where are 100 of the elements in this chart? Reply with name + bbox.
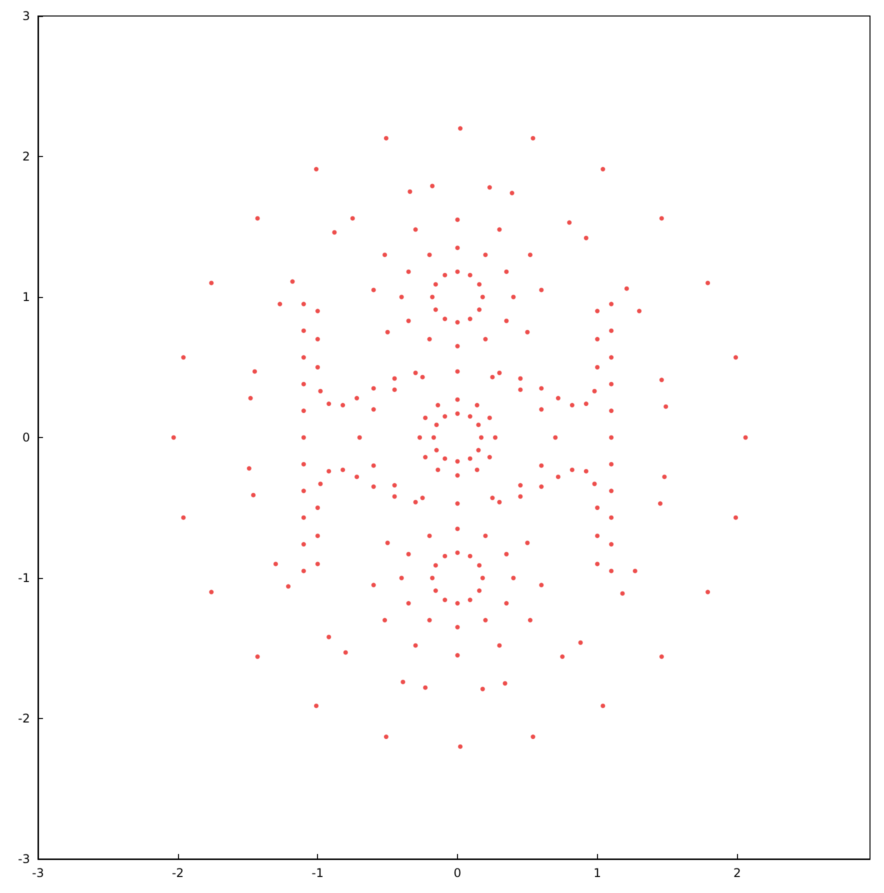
y-tick-label: -1 — [18, 571, 30, 585]
point — [609, 355, 614, 360]
point — [600, 704, 606, 708]
point — [474, 402, 480, 408]
point — [255, 216, 260, 221]
point — [420, 496, 425, 500]
point — [434, 422, 439, 428]
point — [518, 483, 523, 488]
point — [734, 515, 738, 520]
y-tick-label: -2 — [18, 712, 30, 726]
point — [209, 280, 214, 286]
point — [400, 680, 406, 684]
point — [385, 330, 390, 334]
point — [528, 252, 532, 258]
point — [570, 402, 574, 408]
point — [518, 376, 523, 381]
point — [584, 236, 588, 240]
point — [455, 246, 460, 250]
point — [371, 288, 376, 292]
point — [427, 336, 432, 342]
point — [518, 494, 523, 499]
point — [413, 227, 418, 232]
point — [455, 217, 460, 222]
point — [455, 269, 460, 274]
point — [664, 404, 668, 409]
point — [609, 408, 614, 414]
point — [430, 576, 435, 580]
point — [318, 388, 323, 394]
point — [354, 396, 360, 400]
point — [510, 190, 514, 196]
point — [385, 540, 390, 546]
point — [406, 318, 411, 324]
point — [592, 482, 597, 486]
point — [479, 435, 484, 440]
point — [406, 269, 411, 274]
point — [332, 230, 337, 235]
point — [301, 462, 306, 466]
point — [455, 624, 460, 630]
point — [476, 448, 481, 452]
point — [609, 382, 614, 386]
y-tick-label: 0 — [22, 430, 30, 444]
point — [315, 308, 320, 314]
point — [326, 402, 332, 406]
point — [518, 387, 523, 392]
point — [314, 704, 319, 708]
point — [458, 126, 463, 131]
point — [246, 466, 252, 471]
point — [658, 501, 662, 506]
point — [560, 654, 565, 659]
point — [511, 294, 516, 300]
point — [255, 654, 260, 659]
point — [326, 634, 332, 640]
point — [442, 316, 448, 322]
point — [487, 185, 492, 190]
point — [528, 618, 532, 622]
point — [301, 435, 306, 440]
point — [584, 468, 588, 474]
point — [431, 435, 436, 440]
point — [468, 456, 472, 461]
point — [468, 316, 472, 322]
point — [181, 355, 186, 360]
point — [350, 216, 355, 221]
point — [433, 588, 438, 593]
point — [567, 220, 572, 225]
point — [474, 468, 480, 472]
point — [468, 598, 472, 602]
point — [301, 328, 306, 333]
point — [490, 374, 495, 380]
point — [480, 576, 485, 580]
point — [408, 189, 412, 194]
point — [314, 166, 319, 172]
point — [455, 526, 460, 532]
point — [427, 252, 432, 258]
point — [477, 307, 482, 312]
point — [357, 435, 362, 440]
point — [477, 282, 482, 287]
point — [632, 568, 638, 574]
point — [468, 414, 472, 419]
point — [624, 286, 629, 291]
point — [743, 435, 748, 440]
point — [392, 483, 397, 488]
point — [442, 414, 448, 419]
point — [504, 318, 509, 324]
point — [436, 402, 440, 408]
point — [455, 397, 460, 402]
point — [480, 294, 485, 300]
point — [442, 456, 448, 461]
point — [433, 307, 438, 312]
point — [301, 542, 306, 547]
point — [430, 294, 435, 300]
x-tick-label: -2 — [172, 866, 184, 880]
point — [455, 473, 460, 478]
point — [477, 563, 482, 568]
point — [371, 484, 376, 489]
point — [609, 435, 614, 440]
point — [483, 534, 488, 538]
point — [480, 686, 485, 692]
point — [595, 308, 600, 314]
point — [315, 365, 320, 370]
point — [392, 387, 397, 392]
